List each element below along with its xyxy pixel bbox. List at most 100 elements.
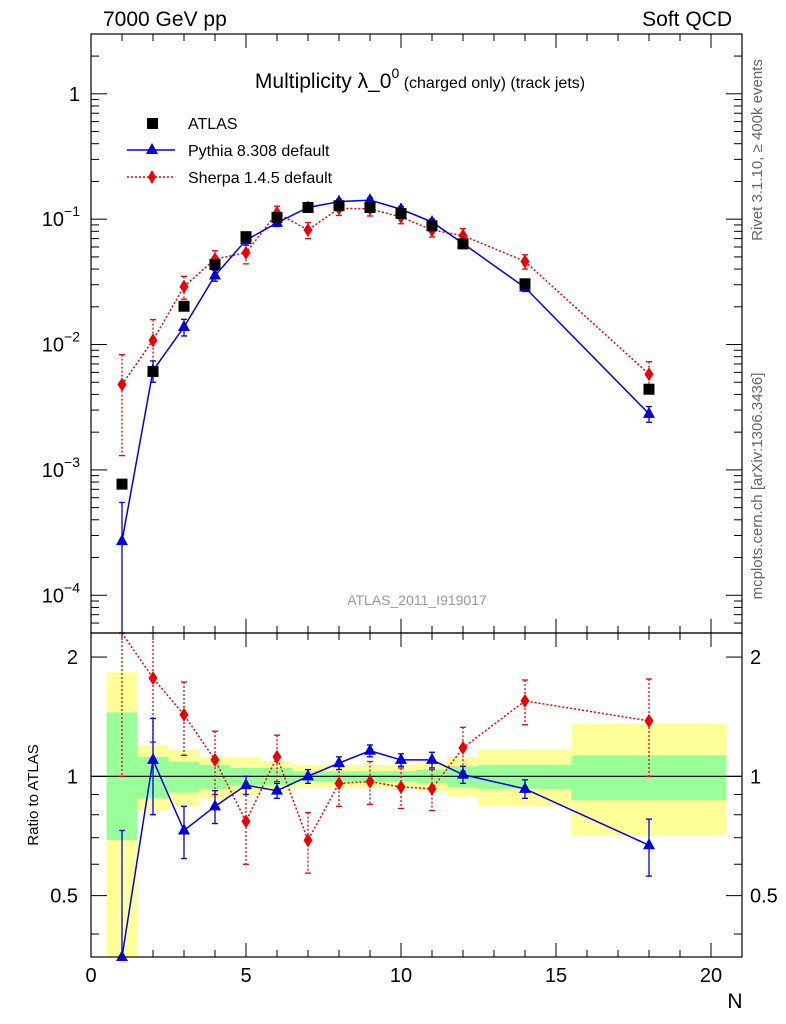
pythia-point [209, 268, 221, 280]
atlas-point [457, 238, 469, 250]
sherpa-ratio-point [644, 713, 654, 728]
pythia-point [116, 534, 128, 546]
sherpa-point [644, 367, 654, 382]
y-tick-base: 10 [42, 585, 64, 607]
sherpa-ratio-point [458, 740, 468, 755]
sherpa-point [117, 377, 127, 392]
y-tick-base: 1 [69, 84, 80, 106]
pythia-ratio-point [240, 778, 252, 790]
ratio-y-tick-label-right: 0.5 [750, 886, 778, 908]
atlas-point [426, 220, 438, 232]
pythia-ratio-point [333, 756, 345, 768]
pythia-ratio-point [364, 743, 376, 755]
y-tick-label: 10−2 [42, 329, 80, 357]
sherpa-ratio-point [520, 693, 530, 708]
pythia-point [364, 193, 376, 205]
ratio-y-tick-label-right: 1 [750, 766, 761, 788]
plot-title: Multiplicity λ_00 (charged only) (track … [255, 65, 585, 93]
sherpa-ratio-point [303, 833, 313, 848]
sherpa-ratio-point [210, 752, 220, 767]
ratio-y-tick-label: 2 [67, 647, 78, 669]
sherpa-line [121, 207, 650, 385]
y-tick-label: 10−3 [42, 454, 80, 482]
pythia-ratio-line [121, 750, 650, 958]
title-suffix: (charged only) (track jets) [399, 75, 585, 92]
legend-marker-sherpa [148, 170, 156, 184]
title-main: Multiplicity λ_0 [255, 70, 392, 93]
pythia-ratio-point [519, 781, 531, 793]
sherpa-point [148, 333, 158, 348]
analysis-watermark: ATLAS_2011_I919017 [347, 592, 487, 608]
atlas-point [643, 383, 655, 395]
x-tick-label: 15 [545, 965, 567, 987]
y-tick-exponent: −3 [64, 454, 80, 470]
atlas-point [333, 200, 345, 212]
pythia-ratio-point [116, 950, 128, 961]
y-tick-label: 10−4 [42, 579, 80, 607]
pythia-ratio-point [643, 838, 655, 850]
y-tick-exponent: −4 [64, 579, 80, 595]
sherpa-point [241, 245, 251, 260]
legend: ATLAS Pythia 8.308 default Sherpa 1.4.5 … [127, 116, 333, 187]
x-tick-label: 10 [390, 965, 412, 987]
pythia-ratio-point [271, 783, 283, 795]
sherpa-ratio-point [396, 779, 406, 794]
x-tick-label: 20 [700, 965, 722, 987]
pythia-point [178, 320, 190, 332]
source-label: mcplots.cern.ch [arXiv:1306.3436] [749, 373, 766, 600]
atlas-point [302, 201, 314, 213]
ratio-frame [90, 632, 743, 958]
pythia-ratio-point [147, 752, 159, 764]
pythia-ratio-point [178, 823, 190, 835]
ratio-y-tick-label-right: 2 [750, 647, 761, 669]
x-tick-label: 0 [85, 965, 96, 987]
legend-label-pythia: Pythia 8.308 default [188, 143, 330, 160]
pythia-ratio-point [457, 767, 469, 779]
y-tick-label: 1 [69, 84, 80, 106]
atlas-point [116, 478, 128, 490]
sherpa-ratio-point [427, 781, 437, 796]
main-plot: 10−410−310−210−11 [42, 33, 743, 634]
atlas-point [178, 300, 190, 312]
sherpa-ratio-point [334, 776, 344, 791]
title-superscript: 0 [391, 65, 399, 81]
pythia-ratio-point [209, 799, 221, 811]
atlas-point [147, 365, 159, 377]
atlas-point [519, 278, 531, 290]
y-tick-base: 10 [42, 460, 64, 482]
sherpa-point [303, 222, 313, 237]
legend-label-atlas: ATLAS [188, 116, 238, 133]
ratio-ylabel: Ratio to ATLAS [25, 744, 42, 845]
sherpa-point [179, 279, 189, 294]
x-tick-label: 5 [240, 965, 251, 987]
x-axis-label: N [727, 990, 742, 1013]
atlas-point [271, 212, 283, 224]
ratio-plot: 0 5 10 15 20 0.5 0.5 1 1 2 2 [50, 632, 778, 987]
pythia-point [643, 406, 655, 418]
y-tick-exponent: −2 [64, 329, 80, 345]
ratio-y-tick-label: 0.5 [50, 886, 78, 908]
atlas-point [395, 207, 407, 219]
sherpa-ratio-point [148, 671, 158, 686]
pythia-ratio-point [395, 752, 407, 764]
header-right: Soft QCD [642, 8, 732, 31]
atlas-point [364, 201, 376, 213]
sherpa-ratio-point [272, 749, 282, 764]
ratio-y-tick-label: 1 [67, 766, 78, 788]
pythia-ratio-point [302, 769, 314, 781]
legend-marker-pythia [146, 143, 158, 154]
atlas-point [209, 258, 221, 270]
atlas-point [240, 231, 252, 243]
y-tick-exponent: −1 [64, 203, 80, 219]
pythia-ratio-point [426, 752, 438, 764]
rivet-label: Rivet 3.1.10, ≥ 400k events [749, 59, 766, 241]
legend-marker-atlas [147, 118, 158, 129]
band-inner [571, 755, 727, 801]
sherpa-point [520, 254, 530, 269]
sherpa-ratio-point [241, 814, 251, 829]
sherpa-ratio-point [365, 774, 375, 789]
header-left: 7000 GeV pp [103, 8, 227, 31]
pythia-line [121, 199, 650, 542]
y-tick-base: 10 [42, 209, 64, 231]
